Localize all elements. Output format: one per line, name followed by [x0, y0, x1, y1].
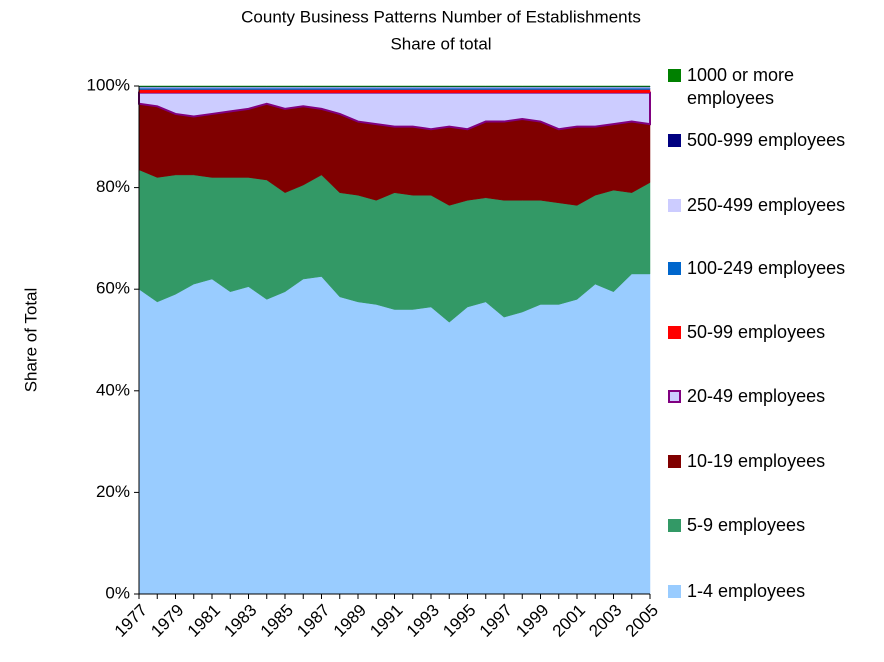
x-tick-label: 2005	[622, 601, 662, 641]
legend-item: 250-499 employees	[668, 194, 858, 217]
legend-label: 10-19 employees	[687, 451, 826, 471]
legend-swatch	[668, 519, 681, 532]
legend-item: 50-99 employees	[668, 321, 858, 344]
legend-swatch	[668, 262, 681, 275]
legend-swatch	[668, 326, 681, 339]
legend-item: 1-4 employees	[668, 580, 858, 603]
y-tick-label: 100%	[87, 75, 130, 94]
legend-item: 500-999 employees	[668, 129, 858, 152]
chart-subtitle: Share of total	[390, 34, 491, 53]
legend-item: 100-249 employees	[668, 257, 858, 280]
area	[138, 273, 651, 595]
y-tick-label: 0%	[105, 583, 130, 602]
x-tick-label: 1977	[111, 601, 151, 641]
legend-label: 250-499 employees	[687, 195, 846, 215]
x-tick-label: 2001	[549, 601, 589, 641]
legend-item: 1000 or more employees	[668, 64, 858, 110]
legend-label: 1-4 employees	[687, 581, 806, 601]
x-tick-label: 1981	[184, 601, 224, 641]
y-tick-label: 60%	[96, 279, 130, 298]
legend-swatch	[668, 585, 681, 598]
legend-label: 100-249 employees	[687, 258, 846, 278]
x-tick-label: 1979	[147, 601, 187, 641]
legend-swatch	[668, 69, 681, 82]
chart-title: County Business Patterns Number of Estab…	[241, 7, 641, 26]
y-tick-label: 20%	[96, 482, 130, 501]
legend-swatch	[668, 455, 681, 468]
y-axis-label: Share of Total	[21, 288, 40, 393]
x-tick-label: 1993	[403, 601, 443, 641]
areas	[138, 85, 651, 595]
area	[138, 89, 651, 93]
x-tick-label: 1985	[257, 601, 297, 641]
x-tick-label: 1999	[512, 601, 552, 641]
x-tick-label: 1989	[330, 601, 370, 641]
y-tick-label: 40%	[96, 380, 130, 399]
legend-item: 5-9 employees	[668, 514, 858, 537]
x-tick-label: 1997	[476, 601, 516, 641]
legend-label: 500-999 employees	[687, 130, 846, 150]
legend-label: 20-49 employees	[687, 386, 826, 406]
x-tick-label: 1983	[220, 601, 260, 641]
x-tick-label: 1991	[366, 601, 406, 641]
area	[138, 85, 651, 87]
legend-item: 20-49 employees	[668, 385, 858, 408]
x-tick-label: 1995	[439, 601, 479, 641]
legend-swatch	[668, 134, 681, 147]
x-tick-label: 1987	[293, 601, 333, 641]
y-tick-label: 80%	[96, 177, 130, 196]
legend-label: 50-99 employees	[687, 322, 826, 342]
legend-swatch	[668, 390, 681, 403]
legend-swatch	[668, 199, 681, 212]
legend-item: 10-19 employees	[668, 450, 858, 473]
legend-label: 5-9 employees	[687, 515, 806, 535]
legend-label: 1000 or more employees	[687, 65, 795, 108]
x-tick-label: 2003	[585, 601, 625, 641]
